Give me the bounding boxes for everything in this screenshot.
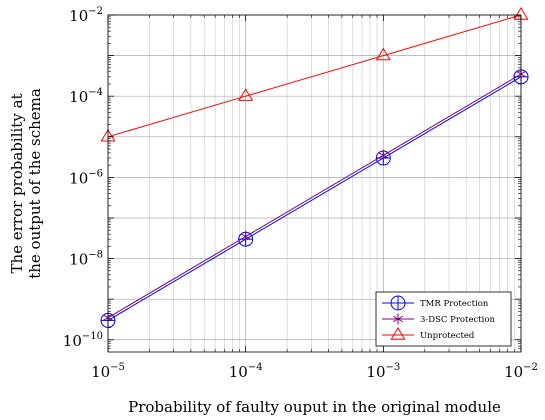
y-axis-label: The error probability at the output of t… <box>8 88 44 279</box>
y-tick-label-base: 10 <box>63 332 82 350</box>
x-tick-label-base: 10 <box>91 363 110 381</box>
y-tick-label: 10−10 <box>63 331 103 350</box>
x-axis-label: Probability of faulty ouput in the origi… <box>128 398 501 416</box>
legend-label: Unprotected <box>420 331 475 341</box>
legend: TMR Protection 3-DSC Protection Unprotecte… <box>375 291 512 347</box>
x-tick-label: 10−5 <box>91 362 125 381</box>
x-tick-label-base: 10 <box>366 363 385 381</box>
y-tick-label-base: 10 <box>69 251 88 269</box>
y-tick-label-exponent: −4 <box>88 87 103 98</box>
x-tick-label-exponent: −3 <box>386 362 401 373</box>
data-point <box>238 88 254 101</box>
legend-label: 3-DSC Protection <box>420 315 495 325</box>
y-tick-label: 10−2 <box>69 6 103 25</box>
y-tick-label-base: 10 <box>69 169 88 187</box>
data-point <box>378 149 389 161</box>
y-axis-label-line-2: the output of the schema <box>26 88 44 279</box>
legend-entry: Unprotected <box>382 327 475 341</box>
data-point <box>240 230 251 242</box>
y-tick-label: 10−6 <box>69 168 103 187</box>
y-tick-label-exponent: −6 <box>88 168 103 179</box>
axis-ticks <box>107 14 522 352</box>
legend-marker <box>390 295 406 311</box>
y-tick-label-exponent: −10 <box>82 331 103 342</box>
series-line-1 <box>107 73 522 319</box>
y-tick-label-exponent: −2 <box>88 6 103 17</box>
data-point <box>375 47 391 61</box>
legend-marker <box>392 313 404 325</box>
y-tick-label: 10−4 <box>69 87 103 106</box>
x-tick-label-base: 10 <box>229 363 248 381</box>
legend-entry: TMR Protection <box>382 295 489 311</box>
x-tick-label: 10−3 <box>366 362 400 381</box>
x-tick-label-base: 10 <box>504 363 523 381</box>
x-tick-label-exponent: −2 <box>523 362 538 373</box>
series-line-2 <box>107 14 522 138</box>
y-axis-label-line-1: The error probability at <box>8 93 26 273</box>
legend-marker <box>390 327 406 340</box>
y-tick-label-base: 10 <box>69 88 88 106</box>
legend-entry: 3-DSC Protection <box>382 313 495 325</box>
y-tick-label-base: 10 <box>69 7 88 25</box>
x-tick-label: 10−4 <box>229 362 263 381</box>
y-tick-label-exponent: −8 <box>88 250 103 261</box>
x-tick-label: 10−2 <box>504 362 538 381</box>
y-tick-label: 10−8 <box>69 250 103 269</box>
series-line-0 <box>107 76 522 321</box>
legend-label: TMR Protection <box>420 299 489 309</box>
x-tick-label-exponent: −5 <box>110 362 125 373</box>
x-tick-label-exponent: −4 <box>248 362 263 373</box>
